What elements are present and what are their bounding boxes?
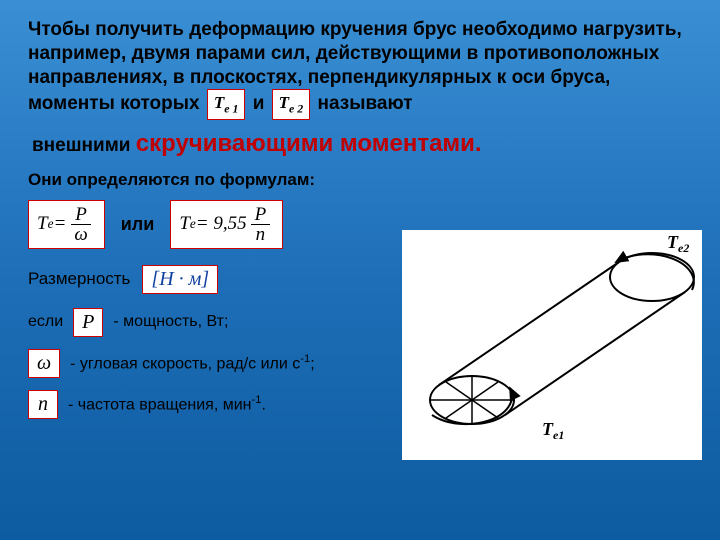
symbol-p: P bbox=[73, 308, 103, 337]
headline: внешними скручивающими моментами. bbox=[32, 130, 692, 158]
dimension-unit: [Н · м] bbox=[142, 265, 218, 294]
def-omega: ω - угловая скорость, рад/с или с-1; bbox=[28, 349, 408, 378]
intro-text-3: называют bbox=[318, 93, 413, 114]
def-power: если P - мощность, Вт; bbox=[28, 308, 408, 337]
if-label: если bbox=[28, 313, 63, 331]
headline-term: скручивающими моментами. bbox=[136, 130, 482, 157]
formulas-intro: Они определяются по формулам: bbox=[28, 170, 408, 190]
formula-te1: Te 1 bbox=[207, 89, 246, 119]
formula-2: Te = 9,55 P n bbox=[170, 200, 283, 249]
symbol-n: n bbox=[28, 390, 58, 419]
dimension-row: Размерность [Н · м] bbox=[28, 265, 408, 294]
def-n: n - частота вращения, мин-1. bbox=[28, 390, 408, 419]
formula-1: Te = P ω bbox=[28, 200, 105, 249]
intro-text-2: и bbox=[253, 93, 270, 114]
dimension-label: Размерность bbox=[28, 269, 130, 289]
def-n-text: - частота вращения, мин-1. bbox=[68, 394, 266, 414]
intro-paragraph: Чтобы получить деформацию кручения брус … bbox=[28, 18, 692, 120]
formula-te2: Te 2 bbox=[272, 89, 311, 119]
headline-prefix: внешними bbox=[32, 135, 136, 156]
symbol-omega: ω bbox=[28, 349, 60, 378]
def-omega-text: - угловая скорость, рад/с или с-1; bbox=[70, 353, 315, 373]
or-label: или bbox=[121, 214, 155, 235]
formula-row: Te = P ω или Te = 9,55 P n bbox=[28, 200, 408, 249]
torsion-diagram: Te1 Te2 bbox=[402, 230, 702, 460]
def-power-text: - мощность, Вт; bbox=[113, 313, 228, 331]
